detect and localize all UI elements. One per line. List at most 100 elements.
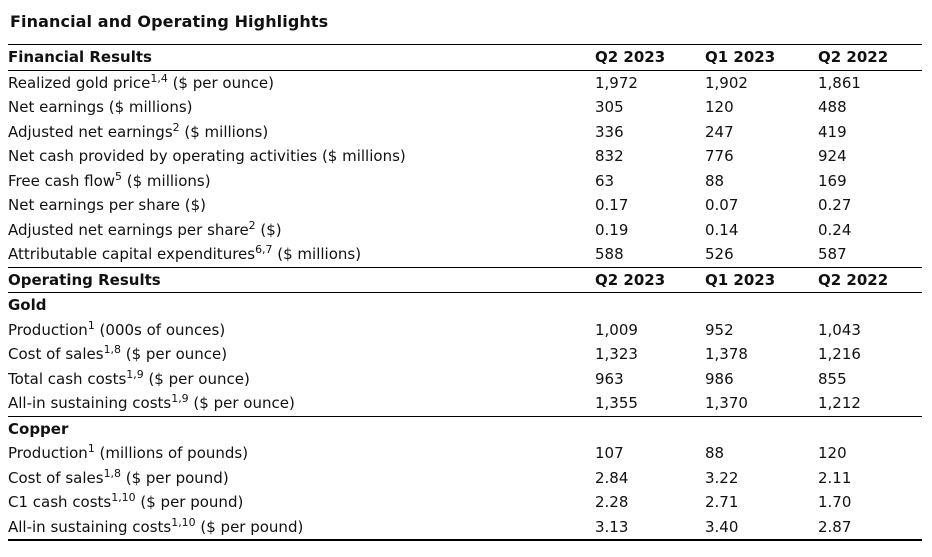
value-cell: 120 <box>705 98 734 117</box>
table-row: C1 cash costs1,10 ($ per pound) 2.28 2.71 1… <box>8 490 922 515</box>
value-cell: 1,972 <box>595 73 638 92</box>
value-cell: 305 <box>595 98 624 117</box>
column-header: Q2 2023 <box>595 44 705 71</box>
value-cell: 0.24 <box>818 220 852 239</box>
value-cell: 120 <box>818 444 847 463</box>
value-cell: 963 <box>595 369 624 388</box>
value-cell: 0.17 <box>595 196 629 215</box>
footnote-ref: 2 <box>248 218 256 232</box>
section-title: Financial Results <box>8 44 595 71</box>
value-cell: 1,370 <box>705 394 748 413</box>
value-cell: 588 <box>595 245 624 264</box>
value-cell: 0.07 <box>705 196 739 215</box>
subsection-title: Copper <box>8 415 922 441</box>
column-header: Q2 2022 <box>818 44 922 71</box>
row-label: Production1 (000s of ounces) <box>8 318 226 339</box>
footnote-ref: 1,9 <box>171 392 189 406</box>
value-cell: 1,902 <box>705 73 748 92</box>
value-cell: 3.22 <box>705 468 739 487</box>
value-cell: 0.14 <box>705 220 739 239</box>
row-label: All-in sustaining costs1,10 ($ per pound… <box>8 515 304 536</box>
value-cell: 88 <box>705 171 725 190</box>
column-header: Q1 2023 <box>705 44 818 71</box>
value-cell: 1,378 <box>705 345 748 364</box>
value-cell: 1,355 <box>595 394 638 413</box>
footnote-ref: 1,8 <box>103 343 121 357</box>
row-label: Net cash provided by operating activitie… <box>8 147 406 166</box>
table-row: Cost of sales1,8 ($ per ounce) 1,323 1,378… <box>8 342 922 367</box>
row-label: Attributable capital expenditures6,7 ($ … <box>8 243 362 264</box>
table-row: Production1 (000s of ounces) 1,009 952 1,04… <box>8 318 922 343</box>
value-cell: 1,216 <box>818 345 861 364</box>
row-label: Free cash flow5 ($ millions) <box>8 169 211 190</box>
value-cell: 419 <box>818 122 847 141</box>
table-row: Free cash flow5 ($ millions) 63 88 169 <box>8 169 922 194</box>
value-cell: 0.27 <box>818 196 852 215</box>
row-label: Cost of sales1,8 ($ per pound) <box>8 466 229 487</box>
value-cell: 924 <box>818 147 847 166</box>
footnote-ref: 1,10 <box>111 491 136 505</box>
section-header-row: Operating Results Q2 2023 Q1 2023 Q2 2022 <box>8 266 922 293</box>
row-label: Production1 (millions of pounds) <box>8 442 249 463</box>
value-cell: 587 <box>818 245 847 264</box>
row-label: Cost of sales1,8 ($ per ounce) <box>8 343 228 364</box>
value-cell: 107 <box>595 444 624 463</box>
row-label: All-in sustaining costs1,9 ($ per ounce) <box>8 392 295 413</box>
table-row: Net earnings ($ millions) 305 120 488 <box>8 95 922 120</box>
table-row: Adjusted net earnings per share2 ($) 0.19… <box>8 218 922 243</box>
subsection-title: Gold <box>8 296 47 315</box>
table-row: Net cash provided by operating activitie… <box>8 144 922 169</box>
column-header: Q2 2023 <box>595 266 705 293</box>
column-header: Q1 2023 <box>705 266 818 293</box>
value-cell: 776 <box>705 147 734 166</box>
value-cell: 855 <box>818 369 847 388</box>
table-row: All-in sustaining costs1,9 ($ per ounce)… <box>8 391 922 416</box>
row-label: Total cash costs1,9 ($ per ounce) <box>8 367 250 388</box>
value-cell: 986 <box>705 369 734 388</box>
page-title: Financial and Operating Highlights <box>10 12 329 31</box>
value-cell: 1,043 <box>818 320 861 339</box>
value-cell: 0.19 <box>595 220 629 239</box>
footnote-ref: 1,10 <box>171 515 196 529</box>
table-row: Total cash costs1,9 ($ per ounce) 963 986 8… <box>8 367 922 392</box>
row-label: Adjusted net earnings2 ($ millions) <box>8 120 269 141</box>
value-cell: 3.13 <box>595 517 629 536</box>
value-cell: 526 <box>705 245 734 264</box>
value-cell: 2.28 <box>595 493 629 512</box>
footnote-ref: 5 <box>115 169 122 183</box>
value-cell: 88 <box>705 444 725 463</box>
value-cell: 63 <box>595 171 615 190</box>
table-row: Cost of sales1,8 ($ per pound) 2.84 3.22 2.… <box>8 466 922 491</box>
footnote-ref: 1,8 <box>103 466 121 480</box>
value-cell: 3.40 <box>705 517 739 536</box>
footnote-ref: 1,9 <box>126 367 144 381</box>
footnote-ref: 1 <box>87 442 95 456</box>
column-header: Q2 2022 <box>818 266 922 293</box>
row-label: C1 cash costs1,10 ($ per pound) <box>8 491 244 512</box>
value-cell: 336 <box>595 122 624 141</box>
table-row: All-in sustaining costs1,10 ($ per pound… <box>8 515 922 541</box>
table-row: Realized gold price1,4 ($ per ounce) 1,97… <box>8 70 922 95</box>
table-row: Adjusted net earnings2 ($ millions) 336 24… <box>8 120 922 145</box>
value-cell: 1,212 <box>818 394 861 413</box>
section-title: Operating Results <box>8 266 595 293</box>
value-cell: 1,009 <box>595 320 638 339</box>
value-cell: 2.11 <box>818 468 852 487</box>
value-cell: 169 <box>818 171 847 190</box>
document-page: Financial and Operating Highlights Finan… <box>8 12 922 541</box>
table-row: Attributable capital expenditures6,7 ($ … <box>8 242 922 267</box>
footnote-ref: 1 <box>87 318 95 332</box>
row-label: Net earnings ($ millions) <box>8 98 193 117</box>
section-header-row: Financial Results Q2 2023 Q1 2023 Q2 2022 <box>8 44 922 71</box>
value-cell: 2.87 <box>818 517 852 536</box>
table-row: Net earnings per share ($) 0.17 0.07 0.27 <box>8 193 922 218</box>
value-cell: 1,323 <box>595 345 638 364</box>
row-label: Adjusted net earnings per share2 ($) <box>8 218 282 239</box>
highlights-table: Financial Results Q2 2023 Q1 2023 Q2 2022 Re… <box>8 44 922 541</box>
value-cell: 832 <box>595 147 624 166</box>
row-label: Realized gold price1,4 ($ per ounce) <box>8 71 274 92</box>
footnote-ref: 6,7 <box>255 243 273 257</box>
value-cell: 247 <box>705 122 734 141</box>
value-cell: 1.70 <box>818 493 852 512</box>
highlights-table-body: Financial Results Q2 2023 Q1 2023 Q2 2022 Re… <box>8 44 922 541</box>
